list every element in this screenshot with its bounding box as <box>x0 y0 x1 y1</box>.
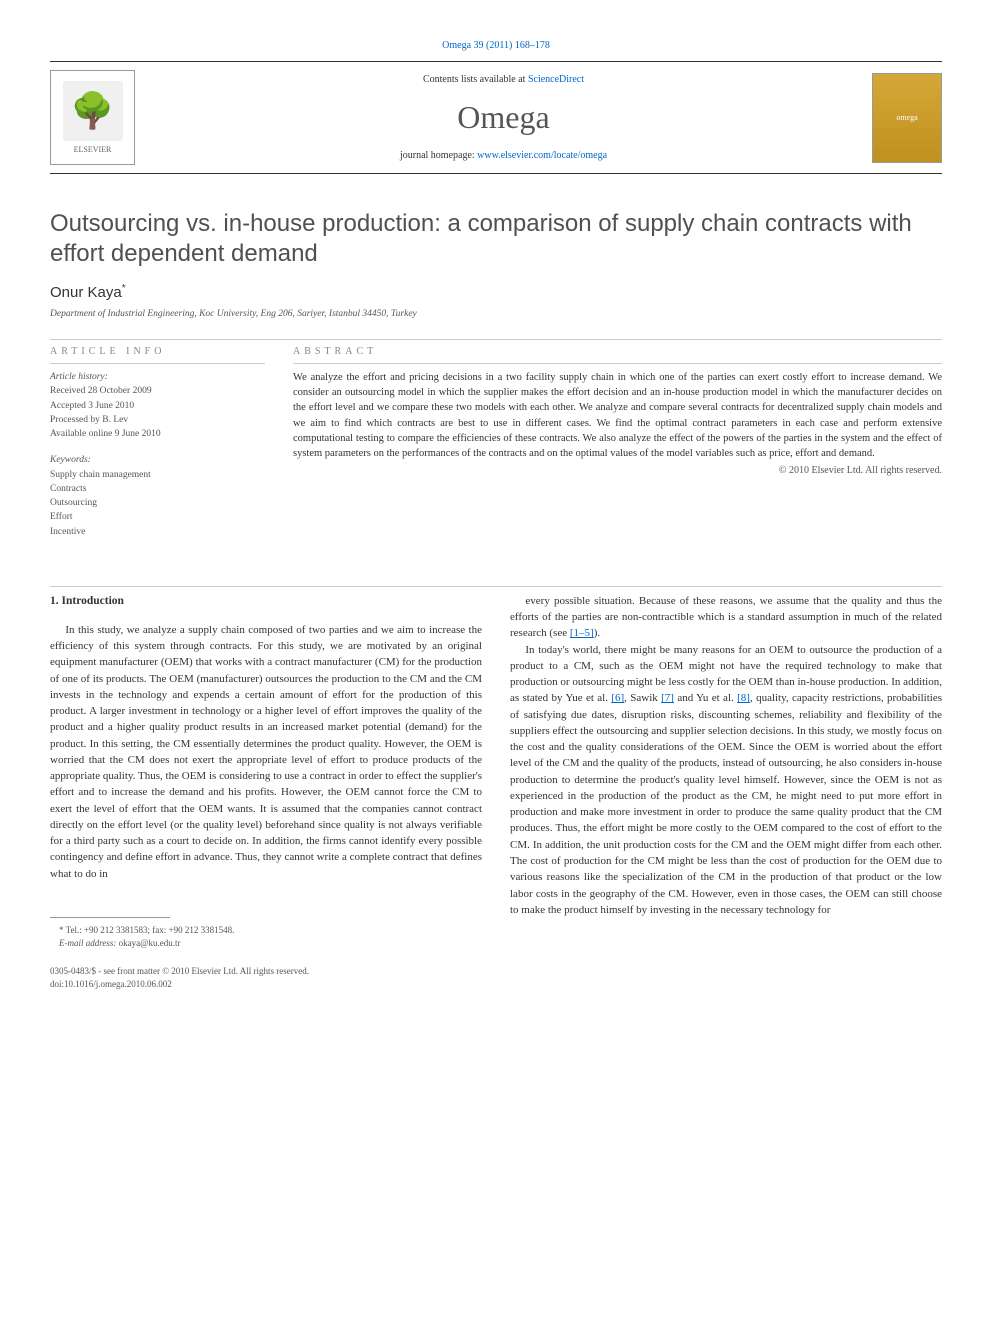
author-email[interactable]: okaya@ku.edu.tr <box>119 938 181 948</box>
keywords-block: Keywords: Supply chain management Contra… <box>50 453 265 539</box>
keyword: Outsourcing <box>50 496 265 510</box>
body-paragraph: every possible situation. Because of the… <box>510 593 942 642</box>
info-heading: ARTICLE INFO <box>50 346 265 357</box>
email-label: E-mail address: <box>59 938 119 948</box>
citation-link[interactable]: [1–5] <box>570 627 594 639</box>
body-paragraph: In this study, we analyze a supply chain… <box>50 622 482 882</box>
column-right: every possible situation. Because of the… <box>510 593 942 991</box>
masthead: ELSEVIER Contents lists available at Sci… <box>50 61 942 174</box>
accepted-date: Accepted 3 June 2010 <box>50 399 265 413</box>
article-info: ARTICLE INFO Article history: Received 2… <box>50 346 265 551</box>
citation-link[interactable]: [6] <box>611 692 624 704</box>
received-date: Received 28 October 2009 <box>50 384 265 398</box>
citation-link[interactable]: [7] <box>661 692 674 704</box>
elsevier-logo[interactable]: ELSEVIER <box>50 70 135 165</box>
abstract-heading: ABSTRACT <box>293 346 942 357</box>
homepage-line: journal homepage: www.elsevier.com/locat… <box>135 150 872 161</box>
text-run: , Sawik <box>624 692 661 704</box>
doi-line: doi:10.1016/j.omega.2010.06.002 <box>50 978 482 991</box>
journal-name: Omega <box>135 99 872 136</box>
column-left: 1. Introduction In this study, we analyz… <box>50 593 482 991</box>
citation-link[interactable]: [8] <box>737 692 750 704</box>
author-marker: * <box>122 283 126 294</box>
contents-prefix: Contents lists available at <box>423 74 528 85</box>
keyword: Effort <box>50 510 265 524</box>
keyword: Contracts <box>50 482 265 496</box>
masthead-center: Contents lists available at ScienceDirec… <box>135 74 872 161</box>
author-name: Onur Kaya <box>50 284 122 301</box>
section-heading: 1. Introduction <box>50 593 482 610</box>
text-run: ). <box>594 627 600 639</box>
article-history-block: Article history: Received 28 October 200… <box>50 363 265 441</box>
authors: Onur Kaya* <box>50 283 942 301</box>
contents-line: Contents lists available at ScienceDirec… <box>135 74 872 85</box>
footnote-separator <box>50 917 170 918</box>
divider <box>50 586 942 587</box>
body-columns: 1. Introduction In this study, we analyz… <box>50 593 942 991</box>
cover-label: omega <box>896 113 917 122</box>
keyword: Supply chain management <box>50 468 265 482</box>
header-citation[interactable]: Omega 39 (2011) 168–178 <box>50 40 942 51</box>
abstract-copyright: © 2010 Elsevier Ltd. All rights reserved… <box>293 465 942 476</box>
front-matter-line: 0305-0483/$ - see front matter © 2010 El… <box>50 965 482 978</box>
body-paragraph: In today's world, there might be many re… <box>510 642 942 919</box>
divider <box>50 339 942 340</box>
elsevier-tree-icon <box>63 81 123 141</box>
online-date: Available online 9 June 2010 <box>50 427 265 441</box>
elsevier-label: ELSEVIER <box>74 145 112 154</box>
processed-by: Processed by B. Lev <box>50 413 265 427</box>
keyword: Incentive <box>50 525 265 539</box>
journal-cover-thumb[interactable]: omega <box>872 73 942 163</box>
article-title: Outsourcing vs. in-house production: a c… <box>50 209 942 269</box>
affiliation: Department of Industrial Engineering, Ko… <box>50 309 942 319</box>
history-label: Article history: <box>50 370 265 384</box>
abstract-column: ABSTRACT We analyze the effort and prici… <box>293 346 942 551</box>
sciencedirect-link[interactable]: ScienceDirect <box>528 74 584 85</box>
doi-block: 0305-0483/$ - see front matter © 2010 El… <box>50 965 482 990</box>
homepage-link[interactable]: www.elsevier.com/locate/omega <box>477 150 607 161</box>
text-run: and Yu et al. <box>674 692 737 704</box>
abstract-text: We analyze the effort and pricing decisi… <box>293 363 942 461</box>
homepage-prefix: journal homepage: <box>400 150 477 161</box>
keywords-label: Keywords: <box>50 453 265 467</box>
corresponding-author-footnote: * Tel.: +90 212 3381583; fax: +90 212 33… <box>50 924 482 949</box>
footnote-tel: * Tel.: +90 212 3381583; fax: +90 212 33… <box>50 924 482 937</box>
info-abstract-row: ARTICLE INFO Article history: Received 2… <box>50 346 942 551</box>
text-run: , quality, capacity restrictions, probab… <box>510 692 942 915</box>
